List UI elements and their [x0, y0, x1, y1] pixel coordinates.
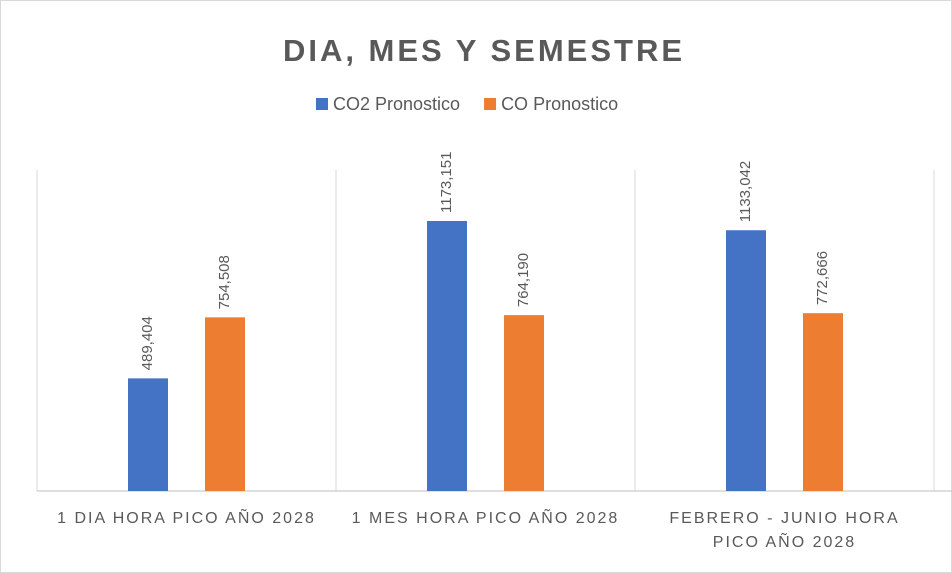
bar — [504, 315, 544, 491]
chart-title: DIA, MES Y SEMESTRE — [283, 33, 685, 68]
legend-label: CO2 Pronostico — [333, 94, 460, 114]
data-label: 1133,042 — [737, 161, 754, 222]
x-tick-label: 1 MES HORA PICO AÑO 2028 — [351, 510, 620, 527]
legend-swatch — [316, 98, 328, 110]
data-label: 772,666 — [814, 251, 831, 305]
bar — [128, 378, 168, 491]
data-label: 764,190 — [515, 253, 532, 307]
bar — [205, 317, 245, 491]
x-tick-label: 1 DIA HORA PICO AÑO 2028 — [57, 510, 316, 527]
legend-label: CO Pronostico — [501, 94, 618, 114]
x-tick-label: FEBRERO - JUNIO HORA PICO AÑO 2028 — [669, 510, 900, 551]
data-label: 489,404 — [139, 316, 156, 370]
bar — [427, 221, 467, 491]
bar — [726, 230, 766, 491]
data-label: 754,508 — [216, 255, 233, 309]
legend-swatch — [484, 98, 497, 110]
data-label: 1173,151 — [438, 152, 455, 213]
bar — [803, 313, 843, 491]
